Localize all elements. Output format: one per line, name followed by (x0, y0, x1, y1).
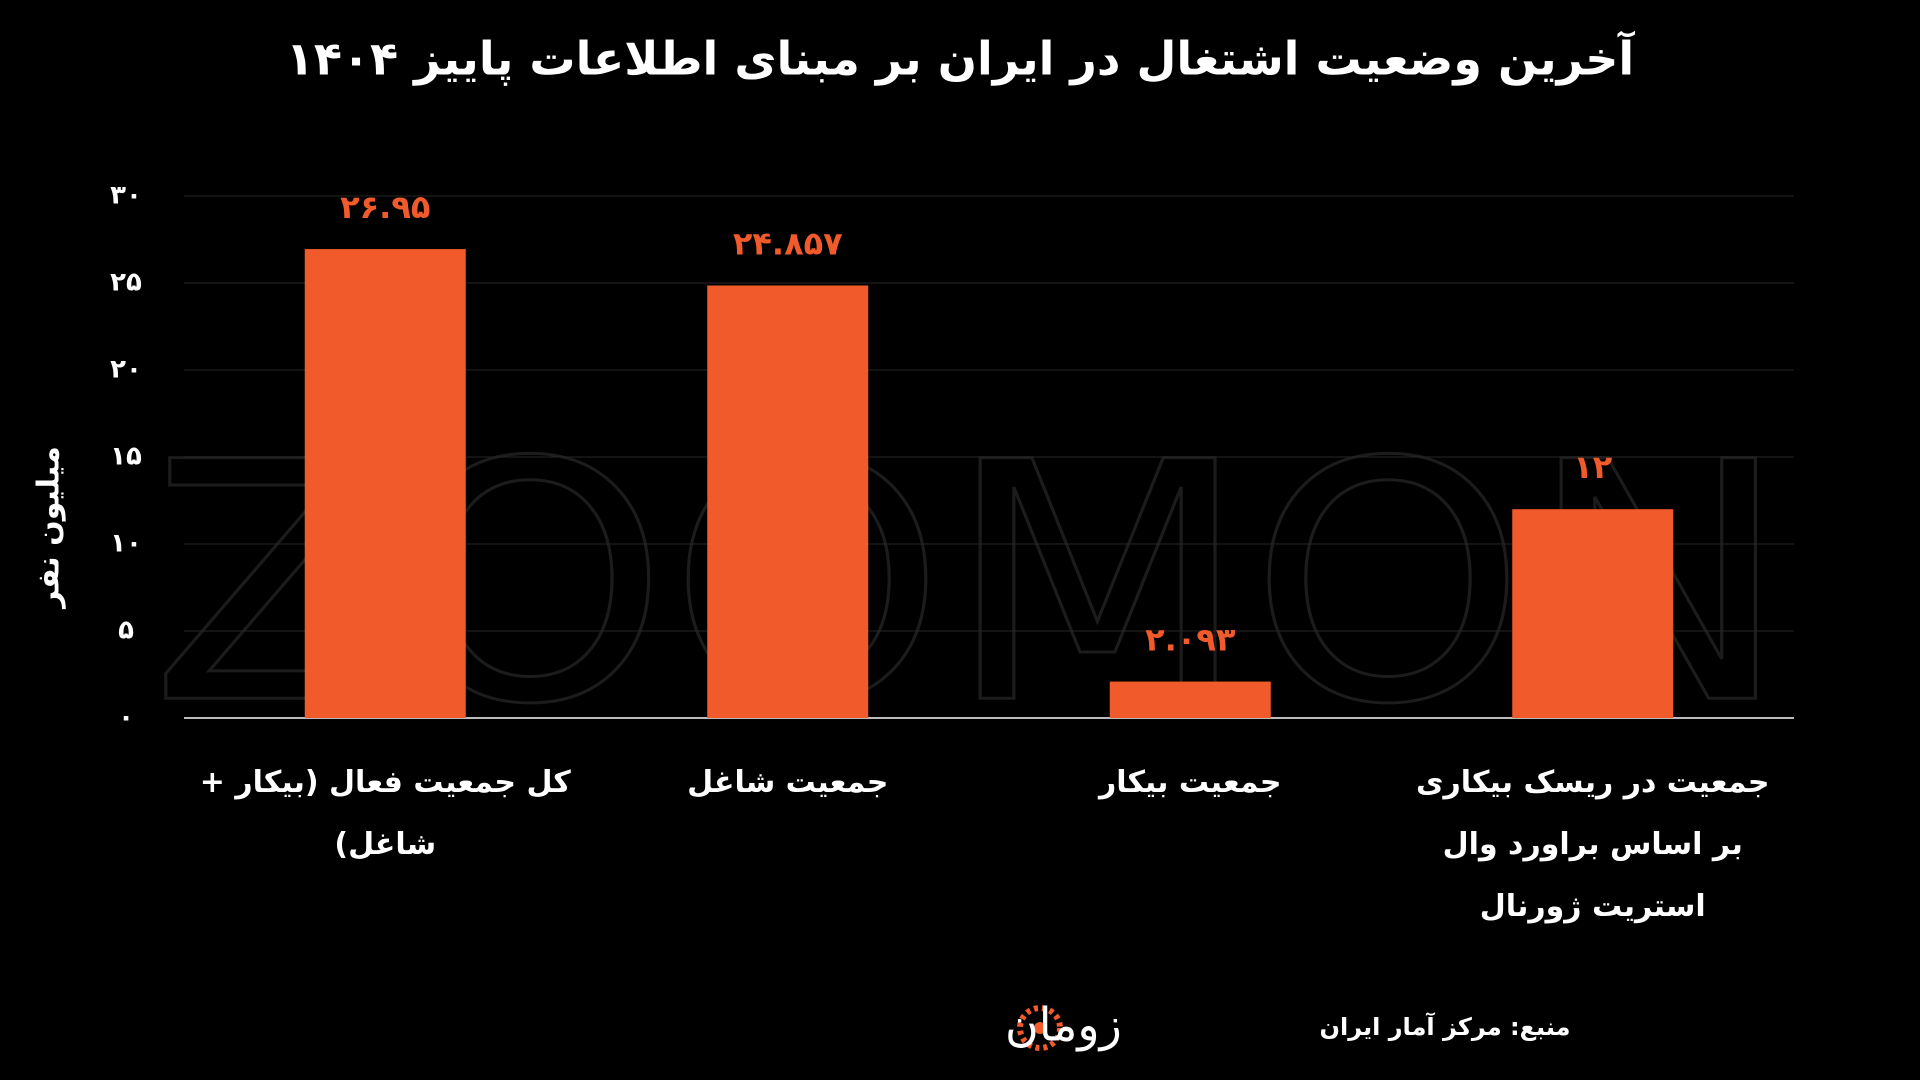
value-label: ۲.۰۹۳ (1145, 621, 1236, 659)
y-tick-label: ۳۰ (110, 181, 142, 211)
logo-icon (1017, 1005, 1063, 1051)
bar (304, 249, 466, 718)
y-tick-label: ۱۵ (110, 442, 142, 472)
x-tick-label: جمعیت در ریسک بیکاری بر اساس براورد وال … (1416, 765, 1770, 924)
x-tick-label: جمعیت بیکار (1098, 765, 1282, 800)
bar (1109, 681, 1271, 718)
value-label: ۲۴.۸۵۷ (733, 224, 843, 262)
bar (707, 285, 869, 718)
y-tick-label: ۲۵ (110, 268, 142, 298)
source: منبع: مرکز آمار ایران (1320, 1012, 1571, 1041)
y-tick-label: ۲۰ (110, 355, 142, 385)
value-label: ۲۶.۹۵ (340, 188, 430, 226)
value-label: ۱۲ (1573, 448, 1613, 486)
logo: زومان (1005, 998, 1122, 1053)
chart-title: آخرین وضعیت اشتغال در ایران بر مبنای اطل… (286, 31, 1636, 87)
bar (1512, 509, 1674, 718)
x-tick-label: جمعیت شاغل (687, 765, 889, 800)
y-axis-label: میلیون نفر (32, 446, 67, 610)
y-tick-label: ۱۰ (110, 529, 142, 559)
x-tick-label: کل جمعیت فعال (بیکار + شاغل) (199, 765, 571, 862)
y-tick-label: ۵ (118, 616, 134, 646)
y-tick-label: ۰ (118, 703, 134, 733)
